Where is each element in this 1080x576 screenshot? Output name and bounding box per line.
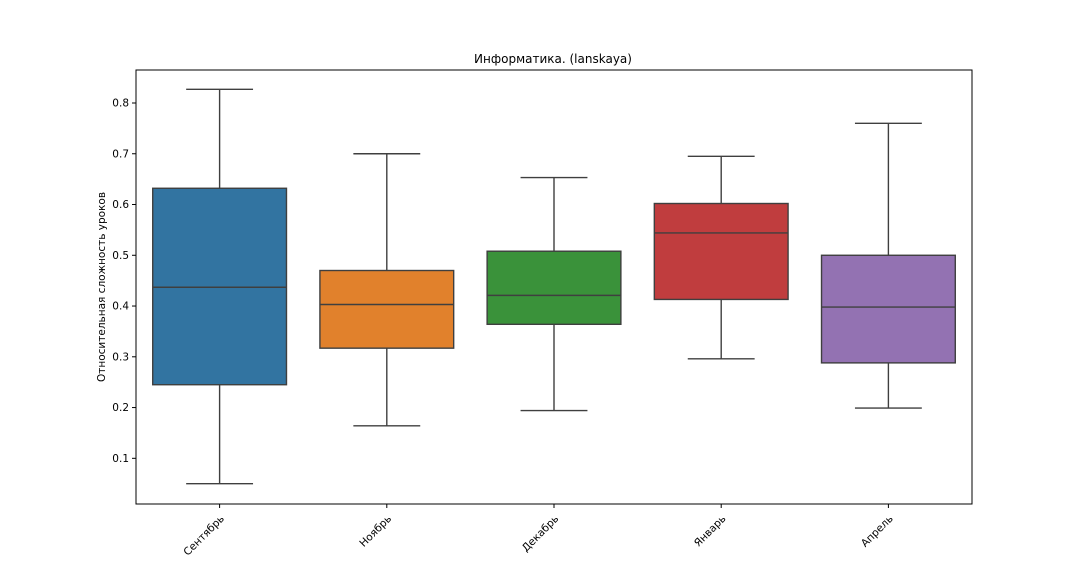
x-tick-label: Апрель xyxy=(859,513,896,550)
y-tick-label: 0.6 xyxy=(112,199,129,211)
y-tick-label: 0.5 xyxy=(112,250,129,262)
plot-frame xyxy=(135,69,973,505)
y-tick-label: 0.4 xyxy=(112,301,129,313)
chart-title: Информатика. (lanskaya) xyxy=(474,52,632,66)
box-4 xyxy=(653,202,789,301)
x-tick-label: Декабрь xyxy=(520,513,562,555)
plot-area: 0.1 0.2 0.3 0.4 0.5 0.6 0.7 0.8 Сентябрь Ноябрь Де… xyxy=(112,88,956,559)
y-tick-label: 0.8 xyxy=(112,97,129,109)
y-tick-label: 0.1 xyxy=(112,453,129,465)
box-3 xyxy=(486,250,622,326)
box-5 xyxy=(820,254,956,364)
box-2 xyxy=(319,269,455,349)
y-tick-label: 0.7 xyxy=(112,148,129,160)
x-tick-label: Январь xyxy=(692,513,729,550)
box-1 xyxy=(152,187,288,386)
x-tick-label: Ноябрь xyxy=(357,513,394,550)
y-tick-label: 0.2 xyxy=(112,402,129,414)
x-tick-label: Сентябрь xyxy=(181,513,227,559)
y-axis-label: Относительная сложность уроков xyxy=(96,192,108,382)
y-tick-label: 0.3 xyxy=(112,351,129,363)
